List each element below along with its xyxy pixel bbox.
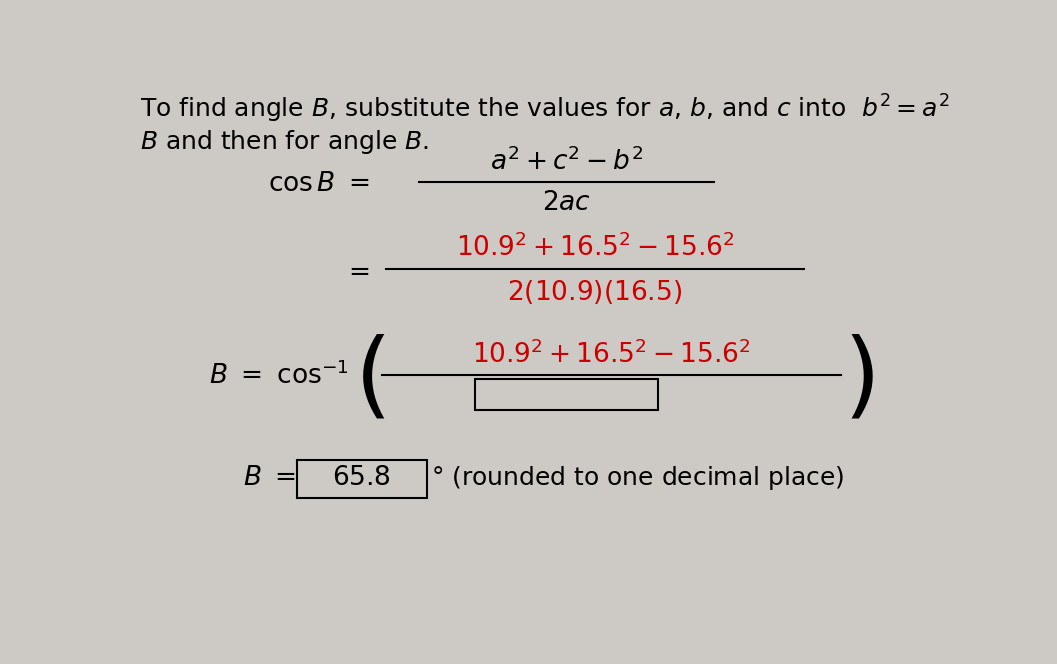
Text: To find angle $B$, substitute the values for $a$, $b$, and $c$ into  $b^2 = a^2$: To find angle $B$, substitute the values… [141,92,950,125]
Text: $2(10.9)(16.5)$: $2(10.9)(16.5)$ [507,278,683,306]
Text: $\cos B\ =$: $\cos B\ =$ [268,171,370,197]
Text: $65.8$: $65.8$ [332,465,391,491]
Text: ): ) [843,334,880,426]
Text: $B\ =$: $B\ =$ [243,465,296,491]
Text: $\degree$ (rounded to one decimal place): $\degree$ (rounded to one decimal place) [431,465,845,493]
Text: (: ( [355,334,392,426]
Text: $2ac$: $2ac$ [542,191,591,216]
Text: $=$: $=$ [344,258,370,284]
Text: $B$ and then for angle $B$.: $B$ and then for angle $B$. [141,128,429,156]
Text: $a^2 + c^2 - b^2$: $a^2 + c^2 - b^2$ [489,147,643,176]
Text: $10.9^2 + 16.5^2 - 15.6^2$: $10.9^2 + 16.5^2 - 15.6^2$ [456,233,735,262]
Text: $B\ =\ \cos^{-1}$: $B\ =\ \cos^{-1}$ [209,362,349,390]
FancyBboxPatch shape [475,378,659,410]
FancyBboxPatch shape [297,459,427,499]
Text: $10.9^2 + 16.5^2 - 15.6^2$: $10.9^2 + 16.5^2 - 15.6^2$ [472,341,750,369]
